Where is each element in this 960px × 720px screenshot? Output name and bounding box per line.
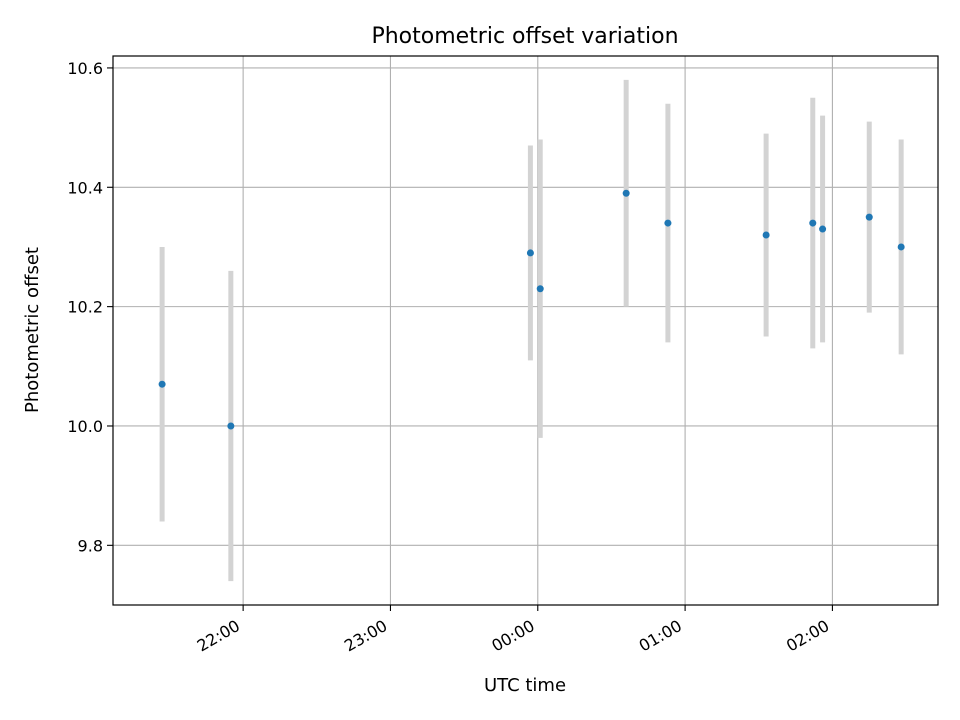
data-point	[819, 225, 827, 233]
y-tick-label: 10.6	[67, 59, 103, 78]
data-point	[897, 243, 905, 251]
y-tick-label: 9.8	[78, 536, 103, 555]
y-tick-label: 10.0	[67, 417, 103, 436]
data-point	[536, 285, 544, 293]
chart-title: Photometric offset variation	[371, 24, 678, 49]
data-point	[762, 231, 770, 239]
data-point	[809, 219, 817, 227]
data-point	[526, 249, 534, 257]
data-point	[664, 219, 672, 227]
data-point	[227, 422, 235, 430]
data-point	[865, 213, 873, 221]
x-axis-label: UTC time	[484, 675, 566, 696]
y-tick-label: 10.2	[67, 298, 103, 317]
y-axis-ticks: 9.8 10.0 10.2 10.4 10.6	[67, 59, 113, 555]
data-point	[158, 380, 166, 388]
y-axis-label: Photometric offset	[22, 247, 43, 413]
data-points	[158, 189, 905, 430]
data-point	[622, 189, 630, 197]
plot-frame	[112, 55, 939, 606]
y-tick-label: 10.4	[67, 178, 103, 197]
